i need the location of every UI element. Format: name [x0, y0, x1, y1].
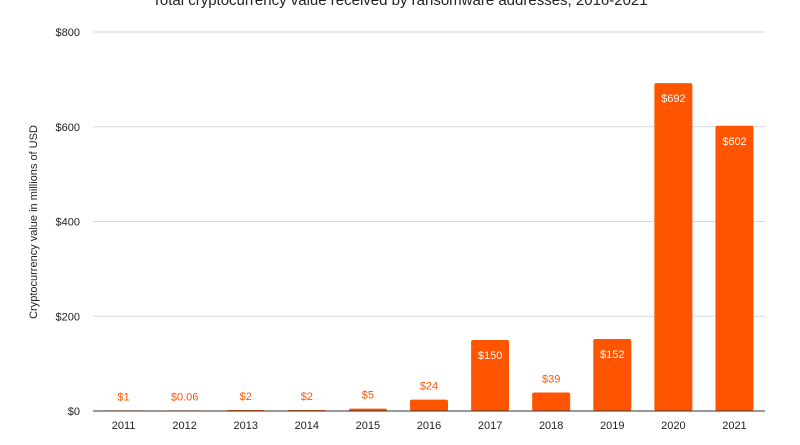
- data-label-2018: $39: [542, 374, 560, 386]
- x-tick-label: 2015: [356, 420, 380, 432]
- x-tick-label: 2020: [661, 420, 685, 432]
- y-tick-label: $200: [56, 311, 80, 323]
- data-label-2015: $5: [362, 390, 374, 402]
- data-label-2011: $1: [117, 391, 129, 403]
- y-tick-label: $800: [56, 27, 80, 39]
- x-tick-label: 2013: [233, 420, 257, 432]
- data-label-2014: $2: [301, 391, 313, 403]
- data-label-2012: $0.06: [171, 391, 199, 403]
- y-axis-ticks: $0 $200 $400 $600 $800: [56, 27, 80, 418]
- data-label-2017: $150: [478, 350, 502, 362]
- data-label-2020: $692: [661, 93, 685, 105]
- y-axis-label: Cryptocurrency value in millions of USD: [28, 125, 40, 319]
- x-tick-label: 2014: [295, 420, 319, 432]
- x-axis-ticks: 2011 2012 2013 2014 2015 2016 2017 2018 2019 2020…: [112, 420, 747, 432]
- data-label-2019: $152: [600, 349, 624, 361]
- data-label-2021: $602: [722, 136, 746, 148]
- bar-2021: [715, 125, 754, 412]
- y-tick-label: $400: [56, 217, 80, 229]
- gridlines: [93, 31, 765, 317]
- x-tick-label: 2021: [722, 420, 746, 432]
- bars: [104, 83, 754, 412]
- bar-2020: [654, 83, 693, 411]
- data-labels: $1 $0.06 $2 $2 $5 $24 $150 $39 $152 $692 $602: [117, 93, 746, 403]
- bar-2019: [593, 338, 632, 411]
- bar-2016: [410, 399, 448, 411]
- bar-2017: [471, 339, 510, 411]
- data-label-2016: $24: [420, 381, 438, 393]
- x-tick-label: 2012: [172, 420, 196, 432]
- bar-2018: [532, 392, 571, 411]
- x-tick-label: 2016: [417, 420, 441, 432]
- x-tick-label: 2019: [600, 420, 624, 432]
- chart-title: Total cryptocurrency value received by r…: [152, 0, 647, 9]
- bar-2015: [348, 408, 387, 411]
- y-tick-label: $0: [68, 406, 80, 418]
- x-tick-label: 2011: [112, 420, 136, 432]
- data-label-2013: $2: [240, 391, 252, 403]
- y-tick-label: $600: [56, 122, 80, 134]
- x-tick-label: 2018: [539, 420, 563, 432]
- x-tick-label: 2017: [478, 420, 502, 432]
